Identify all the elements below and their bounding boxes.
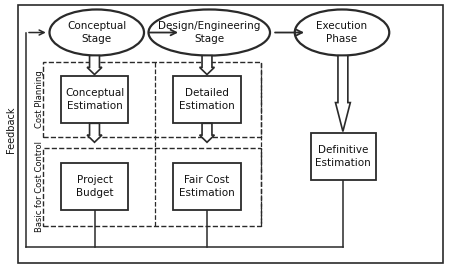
- Bar: [43, 62, 261, 137]
- Polygon shape: [87, 56, 102, 75]
- Bar: [173, 163, 241, 210]
- Text: Feedback: Feedback: [6, 107, 16, 153]
- Text: Fair Cost
Estimation: Fair Cost Estimation: [179, 175, 235, 198]
- Polygon shape: [87, 123, 102, 142]
- Bar: [43, 148, 261, 226]
- Polygon shape: [199, 123, 215, 142]
- Text: Basic for Cost Control: Basic for Cost Control: [35, 141, 44, 233]
- Text: Detailed
Estimation: Detailed Estimation: [179, 88, 235, 111]
- Ellipse shape: [148, 9, 270, 56]
- Bar: [310, 133, 376, 180]
- Bar: [173, 76, 241, 123]
- Text: Definitive
Estimation: Definitive Estimation: [315, 145, 371, 168]
- Polygon shape: [336, 56, 350, 131]
- Bar: [61, 76, 128, 123]
- Polygon shape: [199, 56, 215, 75]
- Ellipse shape: [295, 9, 389, 56]
- Text: Design/Engineering
Stage: Design/Engineering Stage: [158, 21, 261, 44]
- Text: Execution
Phase: Execution Phase: [316, 21, 368, 44]
- Ellipse shape: [50, 9, 144, 56]
- Text: Cost Planning: Cost Planning: [35, 70, 44, 128]
- Bar: [61, 163, 128, 210]
- Text: Project
Budget: Project Budget: [76, 175, 113, 198]
- Text: Conceptual
Estimation: Conceptual Estimation: [65, 88, 124, 111]
- Text: Conceptual
Stage: Conceptual Stage: [67, 21, 126, 44]
